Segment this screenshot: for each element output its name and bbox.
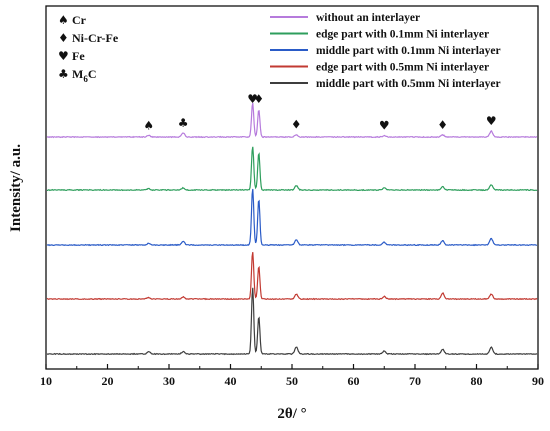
x-axis: 10 20 30 40 50 60 70 80 90 — [40, 364, 544, 388]
legend-label: middle part with 0.5mm Ni interlayer — [316, 78, 501, 90]
x-tick-label: 60 — [348, 374, 360, 388]
peak-marker: ♦ — [437, 118, 448, 132]
peak-marker: ♣ — [178, 116, 189, 130]
series-legend: without an interlayer edge part with 0.1m… — [270, 12, 501, 90]
series-line — [46, 102, 538, 139]
phase-legend-symbol-m6c: ♣ — [58, 67, 69, 81]
x-tick-label: 90 — [532, 374, 544, 388]
plot-area-frame — [45, 5, 539, 370]
peak-marker: ♦ — [291, 118, 302, 132]
peak-marker: ♥ — [486, 114, 497, 128]
legend-label: middle part with 0.1mm Ni interlayer — [316, 45, 501, 57]
series-line — [46, 188, 538, 247]
series-layer — [46, 102, 538, 356]
legend-label: edge part with 0.5mm Ni interlayer — [316, 62, 489, 74]
peak-marker: ♥ — [247, 92, 258, 106]
x-tick-label: 70 — [409, 374, 421, 388]
legend-label: edge part with 0.1mm Ni interlayer — [316, 29, 489, 41]
phase-legend-symbol-cr: ♠ — [58, 13, 69, 27]
phase-legend-label-fe: Fe — [72, 49, 85, 63]
phase-legend: ♠ Cr ♦ Ni-Cr-Fe ♥ Fe ♣ M6C — [58, 13, 119, 84]
x-tick-label: 40 — [225, 374, 237, 388]
x-tick-label: 10 — [40, 374, 52, 388]
peak-marker: ♦ — [253, 92, 264, 106]
y-axis-label: Intensity/ a.u. — [8, 144, 24, 232]
phase-legend-label-cr: Cr — [72, 13, 87, 27]
x-tick-label: 20 — [102, 374, 114, 388]
legend-label: without an interlayer — [316, 12, 420, 24]
phase-legend-symbol-ni-cr-fe: ♦ — [58, 31, 69, 45]
x-tick-label: 80 — [471, 374, 483, 388]
series-line — [46, 252, 538, 301]
peak-marker-layer: ♠ ♣♥♦♦ ♥ ♦ ♥ — [143, 92, 496, 133]
series-line — [46, 287, 538, 356]
phase-legend-label-ni-cr-fe: Ni-Cr-Fe — [72, 31, 119, 45]
x-axis-label: 2θ/ ° — [277, 406, 306, 422]
x-tick-label: 50 — [286, 374, 298, 388]
peak-marker: ♥ — [379, 119, 390, 133]
peak-marker: ♠ — [143, 118, 154, 132]
phase-legend-label-m6c: M6C — [72, 67, 97, 84]
phase-legend-symbol-fe: ♥ — [58, 49, 69, 63]
series-line — [47, 146, 538, 192]
x-tick-label: 30 — [163, 374, 175, 388]
